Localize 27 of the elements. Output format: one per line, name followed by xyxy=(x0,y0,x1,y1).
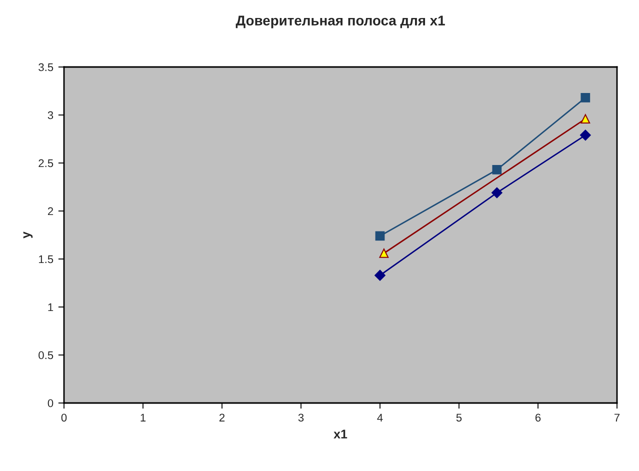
point xyxy=(580,130,591,141)
x-tick-label: 1 xyxy=(140,414,146,422)
x-axis-title: x1 xyxy=(334,430,348,438)
y-tick-label: 2 xyxy=(48,207,54,216)
point xyxy=(379,248,389,258)
chart-title: Доверительная полоса для x1 xyxy=(236,16,445,28)
y-tick-label: 0.5 xyxy=(38,351,54,360)
y-tick-label: 3.5 xyxy=(38,63,54,72)
y-tick-label: 0 xyxy=(48,399,54,408)
point xyxy=(492,165,502,174)
point xyxy=(375,231,385,241)
point xyxy=(374,270,386,281)
point xyxy=(580,93,590,102)
x-tick-label: 7 xyxy=(614,414,620,422)
x-tick-label: 5 xyxy=(456,414,462,422)
y-tick-label: 3 xyxy=(48,111,54,120)
point xyxy=(580,114,590,124)
x-tick-label: 2 xyxy=(219,414,225,422)
y-axis-title: y xyxy=(23,232,33,238)
x-tick-label: 6 xyxy=(535,414,541,422)
x-tick-label: 3 xyxy=(298,414,304,422)
x-tick-label: 0 xyxy=(61,414,67,422)
y-tick-label: 1 xyxy=(48,303,54,312)
y-tick-label: 1.5 xyxy=(38,255,54,264)
x-tick-label: 4 xyxy=(377,414,383,422)
point xyxy=(491,187,502,198)
y-tick-label: 2.5 xyxy=(38,159,54,168)
